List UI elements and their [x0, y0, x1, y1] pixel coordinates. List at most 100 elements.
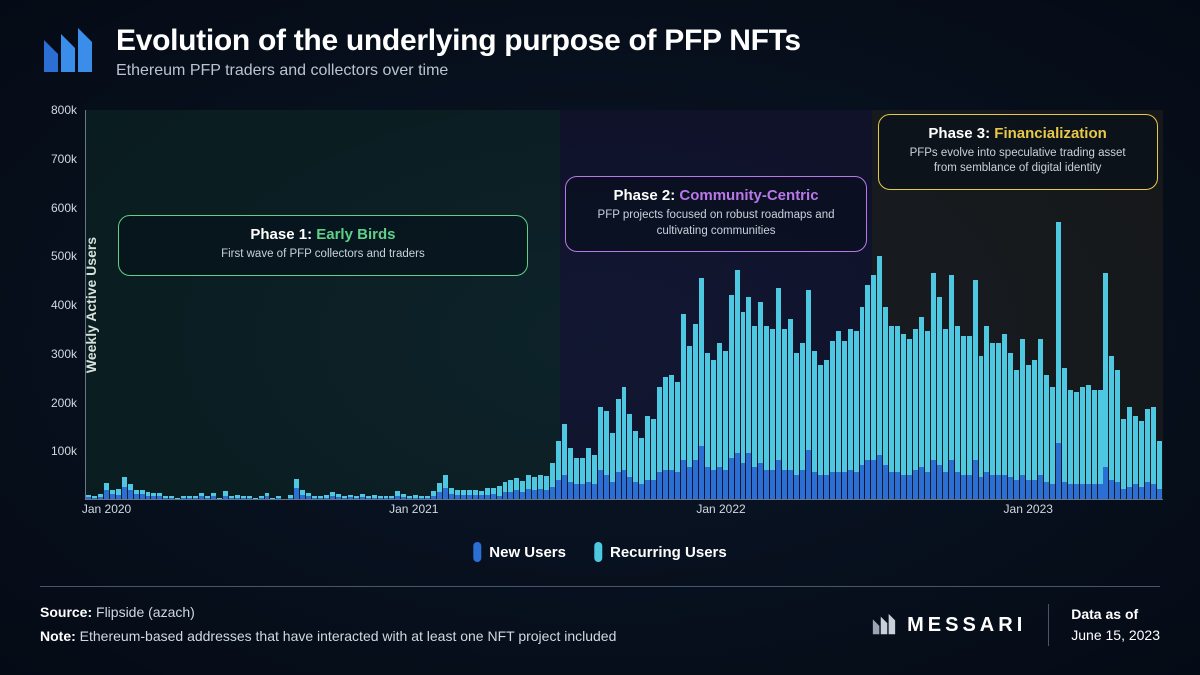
title-block: Evolution of the underlying purpose of P…: [116, 24, 801, 80]
legend-recurring-users: Recurring Users: [594, 542, 727, 562]
y-ticks: 100k200k300k400k500k600k700k800k: [37, 110, 77, 500]
bar: [181, 110, 186, 499]
legend-recurring-label: Recurring Users: [610, 544, 727, 561]
bar: [247, 110, 252, 499]
bar: [389, 110, 394, 499]
page-subtitle: Ethereum PFP traders and collectors over…: [116, 62, 801, 80]
bar: [437, 110, 442, 499]
bar: [324, 110, 329, 499]
bar: [497, 110, 502, 499]
x-tick: Jan 2021: [389, 502, 438, 516]
bar: [395, 110, 400, 499]
bar: [449, 110, 454, 499]
bar: [205, 110, 210, 499]
bar: [443, 110, 448, 499]
bar: [788, 110, 793, 499]
phase-description: PFPs evolve into speculative trading ass…: [897, 146, 1139, 177]
bar: [717, 110, 722, 499]
bar: [473, 110, 478, 499]
date-label: Data as of: [1071, 604, 1160, 625]
bar: [574, 110, 579, 499]
bar: [610, 110, 615, 499]
y-tick: 300k: [51, 347, 77, 361]
phase-annotation: Phase 1: Early Birds First wave of PFP co…: [118, 215, 527, 276]
bar: [586, 110, 591, 499]
phase-title: Phase 1: Early Birds: [137, 226, 508, 243]
bar: [711, 110, 716, 499]
bar: [812, 110, 817, 499]
bar: [806, 110, 811, 499]
bar: [372, 110, 377, 499]
note-label: Note:: [40, 628, 76, 644]
bar: [354, 110, 359, 499]
y-tick: 400k: [51, 298, 77, 312]
bar: [508, 110, 513, 499]
bar: [98, 110, 103, 499]
bar: [622, 110, 627, 499]
bar: [306, 110, 311, 499]
bar: [770, 110, 775, 499]
phase-title: Phase 2: Community-Centric: [584, 187, 848, 204]
plot-area: Phase 1: Early Birds First wave of PFP co…: [85, 110, 1163, 500]
legend-new-label: New Users: [489, 544, 566, 561]
bar: [800, 110, 805, 499]
bar: [491, 110, 496, 499]
bar: [134, 110, 139, 499]
bar: [455, 110, 460, 499]
bar: [336, 110, 341, 499]
bar: [253, 110, 258, 499]
bar: [211, 110, 216, 499]
bar: [657, 110, 662, 499]
phase-description: PFP projects focused on robust roadmaps …: [584, 208, 848, 239]
bar: [741, 110, 746, 499]
bar: [169, 110, 174, 499]
bar: [556, 110, 561, 499]
bar: [854, 110, 859, 499]
bar: [675, 110, 680, 499]
bar: [836, 110, 841, 499]
bar: [282, 110, 287, 499]
bar: [752, 110, 757, 499]
bar: [568, 110, 573, 499]
bar: [187, 110, 192, 499]
phase-annotation: Phase 2: Community-Centric PFP projects f…: [565, 176, 867, 252]
bar: [526, 110, 531, 499]
legend-new-users: New Users: [473, 542, 566, 562]
bar: [520, 110, 525, 499]
bar: [842, 110, 847, 499]
bar: [318, 110, 323, 499]
bar: [175, 110, 180, 499]
bar: [776, 110, 781, 499]
phase-description: First wave of PFP collectors and traders: [137, 247, 508, 263]
phase-annotation: Phase 3: FinancializationPFPs evolve int…: [878, 114, 1158, 190]
chart: Weekly Active Users 100k200k300k400k500k…: [85, 110, 1163, 500]
legend: New Users Recurring Users: [473, 542, 726, 562]
footer-meta: Source: Flipside (azach) Note: Ethereum-…: [40, 601, 616, 649]
bar: [146, 110, 151, 499]
bar: [627, 110, 632, 499]
bar: [550, 110, 555, 499]
bar: [199, 110, 204, 499]
x-tick: Jan 2023: [1004, 502, 1053, 516]
y-tick: 500k: [51, 249, 77, 263]
bar: [669, 110, 674, 499]
bar: [401, 110, 406, 499]
bar: [699, 110, 704, 499]
bar: [604, 110, 609, 499]
bar: [467, 110, 472, 499]
brand-text: MESSARI: [907, 614, 1026, 637]
source-label: Source:: [40, 604, 92, 620]
bar: [645, 110, 650, 499]
source-value: Flipside (azach): [96, 604, 195, 620]
y-tick: 800k: [51, 103, 77, 117]
bar: [639, 110, 644, 499]
x-tick: Jan 2022: [696, 502, 745, 516]
bar: [265, 110, 270, 499]
note-value: Ethereum-based addresses that have inter…: [80, 628, 617, 644]
bar: [479, 110, 484, 499]
bar: [598, 110, 603, 499]
bar: [378, 110, 383, 499]
page-title: Evolution of the underlying purpose of P…: [116, 24, 801, 58]
bar: [92, 110, 97, 499]
bar: [723, 110, 728, 499]
